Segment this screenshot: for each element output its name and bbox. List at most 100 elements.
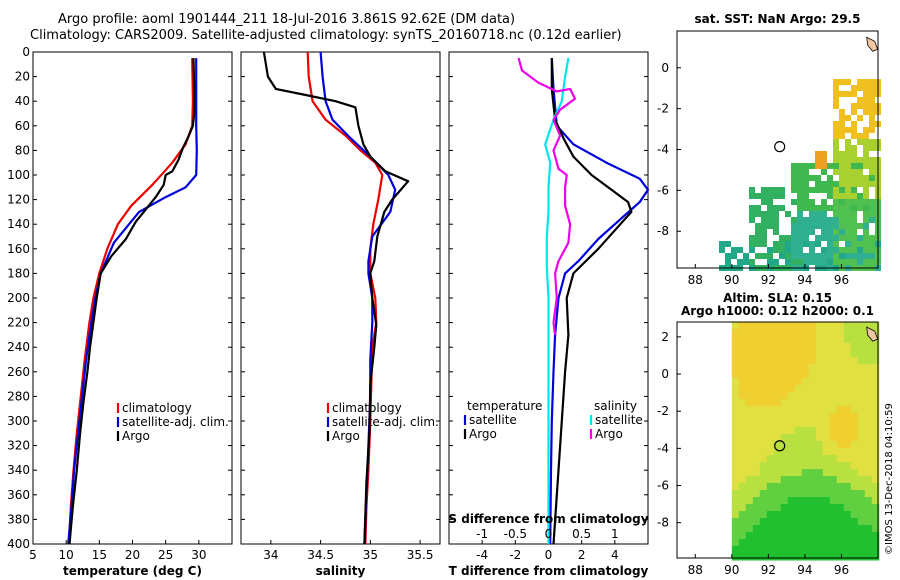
sla-cell xyxy=(731,448,740,456)
sst-cell xyxy=(821,253,827,259)
sla-cell xyxy=(871,553,880,561)
sla-cell xyxy=(864,462,873,470)
sst-cell xyxy=(869,217,875,223)
sla-cell xyxy=(745,448,754,456)
sla-cell xyxy=(731,336,740,344)
sla-cell xyxy=(864,406,873,414)
sla-cell xyxy=(787,448,796,456)
sla-cell xyxy=(836,532,845,540)
sla-cell xyxy=(759,518,768,526)
map-frame xyxy=(676,321,879,559)
sla-cell xyxy=(738,469,747,477)
sla-cell xyxy=(787,392,796,400)
sla-cell xyxy=(745,539,754,547)
sla-cell xyxy=(864,546,873,554)
sla-cell xyxy=(836,553,845,561)
sla-cell xyxy=(773,476,782,484)
sla-cell xyxy=(857,462,866,470)
sla-cell xyxy=(871,322,880,330)
sst-cell xyxy=(833,229,839,235)
sst-cell xyxy=(767,217,773,223)
sla-cell xyxy=(738,483,747,491)
sla-cell xyxy=(829,406,838,414)
sla-cell xyxy=(808,343,817,351)
sla-cell xyxy=(766,385,775,393)
sst-cell xyxy=(863,157,869,163)
sla-cell xyxy=(759,392,768,400)
sla-cell xyxy=(759,504,768,512)
sst-cell xyxy=(791,175,797,181)
sla-cell xyxy=(836,336,845,344)
sla-cell xyxy=(731,350,740,358)
sst-cell xyxy=(845,241,851,247)
sla-cell xyxy=(871,427,880,435)
sla-cell xyxy=(787,371,796,379)
sla-cell xyxy=(836,490,845,498)
sst-cell xyxy=(863,91,869,97)
sla-cell xyxy=(731,357,740,365)
sst-cell xyxy=(803,223,809,229)
sst-cell xyxy=(809,241,815,247)
sla-cell xyxy=(780,553,789,561)
sla-cell xyxy=(794,420,803,428)
sla-cell xyxy=(822,336,831,344)
sst-cell xyxy=(773,247,779,253)
sla-cell xyxy=(801,357,810,365)
sla-cell xyxy=(787,546,796,554)
sst-cell xyxy=(845,115,851,121)
sla-cell xyxy=(794,350,803,358)
sst-cell xyxy=(821,157,827,163)
sla-cell xyxy=(829,385,838,393)
sst-cell xyxy=(803,229,809,235)
sst-cell xyxy=(815,259,821,265)
sla-cell xyxy=(766,553,775,561)
sst-cell xyxy=(851,109,857,115)
sla-cell xyxy=(766,518,775,526)
sst-cell xyxy=(833,217,839,223)
sst-cell xyxy=(857,79,863,85)
sla-cell xyxy=(836,497,845,505)
sla-cell xyxy=(766,483,775,491)
sst-cell xyxy=(779,253,785,259)
sla-cell xyxy=(836,462,845,470)
sla-cell xyxy=(731,511,740,519)
sst-cell xyxy=(767,187,773,193)
sst-cell xyxy=(863,193,869,199)
sst-cell xyxy=(851,121,857,127)
sla-cell xyxy=(745,511,754,519)
x-axis-label: T difference from climatology xyxy=(449,564,649,578)
sst-cell xyxy=(761,235,767,241)
sla-cell xyxy=(843,420,852,428)
y-tick-label: 260 xyxy=(7,365,30,379)
sst-cell xyxy=(815,163,821,169)
sla-cell xyxy=(752,322,761,330)
sla-cell xyxy=(801,378,810,386)
sla-cell xyxy=(857,329,866,337)
sst-cell xyxy=(827,163,833,169)
sst-cell xyxy=(803,187,809,193)
sla-cell xyxy=(759,476,768,484)
sla-cell xyxy=(766,378,775,386)
sst-cell xyxy=(863,79,869,85)
sst-cell xyxy=(749,259,755,265)
sla-cell xyxy=(829,413,838,421)
sla-cell xyxy=(773,385,782,393)
sla-cell xyxy=(752,525,761,533)
sla-cell xyxy=(752,378,761,386)
sla-cell xyxy=(738,476,747,484)
sla-cell xyxy=(773,322,782,330)
sla-cell xyxy=(801,371,810,379)
sla-cell xyxy=(745,553,754,561)
sla-cell xyxy=(759,497,768,505)
sla-cell xyxy=(857,350,866,358)
sla-cell xyxy=(759,385,768,393)
sla-cell xyxy=(794,490,803,498)
sla-cell xyxy=(850,476,859,484)
sst-cell xyxy=(773,259,779,265)
sst-cell xyxy=(863,109,869,115)
sst-cell xyxy=(791,229,797,235)
sla-cell xyxy=(780,448,789,456)
sst-cell xyxy=(851,145,857,151)
y-tick-label: 400 xyxy=(7,537,30,551)
sla-cell xyxy=(815,329,824,337)
